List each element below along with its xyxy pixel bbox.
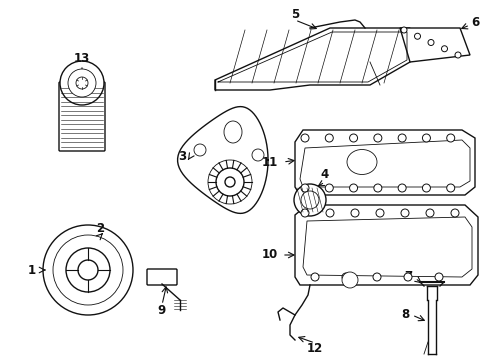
Circle shape <box>194 144 205 156</box>
Circle shape <box>325 209 333 217</box>
Circle shape <box>224 177 235 187</box>
Text: 1: 1 <box>28 264 36 276</box>
FancyBboxPatch shape <box>59 82 105 151</box>
Circle shape <box>454 52 460 58</box>
Circle shape <box>446 134 454 142</box>
Ellipse shape <box>224 121 242 143</box>
Circle shape <box>60 61 104 105</box>
Circle shape <box>341 272 357 288</box>
Circle shape <box>434 273 442 281</box>
FancyBboxPatch shape <box>147 269 177 285</box>
Circle shape <box>450 209 458 217</box>
Circle shape <box>373 134 381 142</box>
Text: 11: 11 <box>261 156 278 168</box>
Text: 5: 5 <box>290 8 299 21</box>
Circle shape <box>301 191 318 209</box>
Circle shape <box>403 273 411 281</box>
Circle shape <box>43 225 133 315</box>
Polygon shape <box>294 130 474 195</box>
Circle shape <box>446 184 454 192</box>
Circle shape <box>349 134 357 142</box>
Circle shape <box>427 40 433 45</box>
Text: 7: 7 <box>403 270 411 284</box>
Circle shape <box>422 134 429 142</box>
Text: 6: 6 <box>470 15 478 28</box>
Circle shape <box>251 149 264 161</box>
Circle shape <box>397 134 406 142</box>
Circle shape <box>310 273 318 281</box>
Circle shape <box>400 27 406 33</box>
Circle shape <box>441 46 447 52</box>
Circle shape <box>216 168 244 196</box>
Polygon shape <box>294 205 477 285</box>
Circle shape <box>207 160 251 204</box>
Circle shape <box>397 184 406 192</box>
Circle shape <box>66 248 110 292</box>
Circle shape <box>341 273 349 281</box>
Polygon shape <box>399 28 469 62</box>
Circle shape <box>373 184 381 192</box>
Polygon shape <box>177 107 267 213</box>
Circle shape <box>76 77 88 89</box>
Circle shape <box>301 134 308 142</box>
Text: 2: 2 <box>96 221 104 234</box>
Circle shape <box>78 260 98 280</box>
Text: 10: 10 <box>261 248 278 261</box>
Circle shape <box>375 209 383 217</box>
Circle shape <box>325 134 333 142</box>
Circle shape <box>301 209 308 217</box>
Polygon shape <box>215 28 409 90</box>
Circle shape <box>325 184 333 192</box>
Text: 8: 8 <box>400 309 408 321</box>
Circle shape <box>349 184 357 192</box>
Circle shape <box>422 184 429 192</box>
Circle shape <box>301 184 308 192</box>
Circle shape <box>425 209 433 217</box>
Text: 12: 12 <box>306 342 323 355</box>
Circle shape <box>414 33 420 39</box>
Text: 3: 3 <box>178 150 185 163</box>
Circle shape <box>68 69 96 97</box>
Text: 13: 13 <box>74 51 90 64</box>
Text: 9: 9 <box>158 303 166 316</box>
Circle shape <box>372 273 380 281</box>
Ellipse shape <box>346 149 376 175</box>
Circle shape <box>350 209 358 217</box>
Text: 4: 4 <box>320 168 328 181</box>
Circle shape <box>400 209 408 217</box>
Circle shape <box>293 184 325 216</box>
